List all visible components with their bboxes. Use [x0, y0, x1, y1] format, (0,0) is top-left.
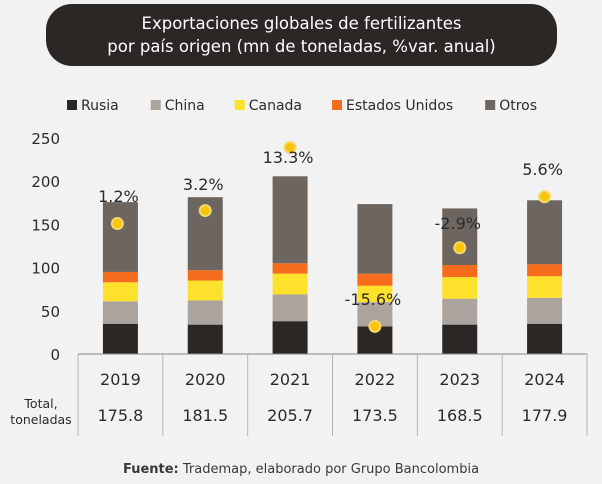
table-grid [77, 353, 588, 436]
bar-2023-seg-1 [442, 324, 478, 354]
x-tick-label-2020: 2020 [185, 370, 226, 389]
bar-2019-seg-2 [102, 301, 138, 324]
change-marker-2022 [368, 319, 382, 333]
y-tick-label-5: 200 [31, 173, 60, 191]
bar-2020-seg-2 [187, 300, 223, 325]
bars: 1.2% 3.2% 13.3% -15.6% -2.9% 5.6% [98, 141, 563, 354]
total-value-2024: 177.9 [522, 406, 568, 425]
change-label-2024: 5.6% [522, 160, 563, 179]
total-value-2022: 173.5 [352, 406, 398, 425]
bar-2023-seg-3 [442, 277, 478, 299]
y-tick-label-4: 150 [31, 216, 60, 234]
x-tick-label-2019: 2019 [100, 370, 141, 389]
bar-2024-seg-1 [527, 323, 563, 354]
change-label-2021: 13.3% [263, 148, 314, 167]
bar-2024-seg-2 [527, 297, 563, 324]
legend-swatch-2 [150, 100, 161, 110]
bar-2020-seg-3 [187, 280, 223, 301]
bar-2024-seg-5 [527, 200, 563, 265]
change-marker-2023 [453, 241, 467, 255]
bar-2024-seg-3 [527, 276, 563, 298]
x-tick-label-2022: 2022 [355, 370, 396, 389]
totals-label-line1: Total, [23, 396, 57, 411]
change-marker-2024 [538, 190, 552, 204]
change-label-2020: 3.2% [183, 175, 224, 194]
legend-swatch-1 [67, 100, 77, 110]
change-label-2023: -2.9% [435, 214, 481, 233]
bar-2021-seg-1 [272, 321, 308, 354]
legend-label-4: Estados Unidos [346, 98, 453, 114]
chart-title: Exportaciones globales de fertilizantes … [46, 4, 557, 66]
bar-2019-seg-4 [102, 271, 138, 283]
legend-label-1: Rusia [81, 98, 119, 114]
bar-2021-seg-2 [272, 294, 308, 322]
change-marker-2021 [283, 141, 297, 155]
bar-2023-seg-5 [442, 208, 478, 266]
change-label-2022: -15.6% [345, 290, 402, 309]
y-axis: 0 50 100 150 200 250 [31, 130, 60, 364]
total-value-2020: 181.5 [182, 406, 228, 425]
totals-row: Total,toneladas 175.8 181.5 205.7 173.5 168.5… [10, 396, 567, 427]
chart-title-line1: Exportaciones globales de fertilizantes [141, 14, 462, 33]
bar-2023-seg-2 [442, 298, 478, 325]
y-tick-label-3: 100 [31, 260, 60, 278]
bar-2021-seg-3 [272, 273, 308, 295]
bar-2024-seg-4 [527, 264, 563, 277]
legend-swatch-4 [332, 100, 343, 110]
bar-2019-seg-5 [102, 202, 138, 272]
legend-label-2: China [165, 98, 205, 114]
legend-swatch-5 [485, 100, 496, 110]
bar-2021-seg-5 [272, 176, 308, 264]
legend: Rusia China Canada Estados Unidos Otros [67, 98, 537, 114]
y-tick-label-2: 50 [41, 303, 60, 321]
x-tick-label-2024: 2024 [524, 370, 565, 389]
legend-label-3: Canada [249, 98, 302, 114]
y-tick-label-1: 0 [50, 346, 60, 364]
totals-label-line2: toneladas [10, 412, 71, 427]
bar-2022-seg-4 [357, 273, 393, 286]
bar-2020-seg-1 [187, 324, 223, 354]
x-tick-label-2021: 2021 [270, 370, 311, 389]
legend-label-5: Otros [499, 98, 537, 114]
bar-2023-seg-4 [442, 265, 478, 278]
change-label-2019: 1.2% [98, 187, 139, 206]
bar-2020-seg-4 [187, 270, 223, 281]
total-value-2021: 205.7 [267, 406, 313, 425]
source-note: Fuente: Trademap, elaborado por Grupo Ba… [0, 462, 602, 477]
total-value-2023: 168.5 [437, 406, 483, 425]
source-text: Trademap, elaborado por Grupo Bancolombi… [178, 462, 480, 477]
bar-2021-seg-4 [272, 263, 308, 274]
bar-2019-seg-3 [102, 282, 138, 302]
change-marker-2019 [110, 217, 124, 231]
bar-2019-seg-1 [102, 323, 138, 354]
x-tick-label-2023: 2023 [439, 370, 480, 389]
y-tick-label-6: 250 [31, 130, 60, 148]
x-axis: 2019 2020 2021 2022 2023 2024 [100, 370, 565, 389]
source-label: Fuente: [122, 462, 179, 477]
legend-swatch-3 [234, 100, 245, 110]
bar-2022-seg-5 [357, 204, 393, 274]
total-value-2019: 175.8 [98, 406, 144, 425]
bar-2022-seg-3 [357, 285, 393, 303]
change-marker-2020 [198, 204, 212, 218]
chart-title-line2: por país origen (mn de toneladas, %var. … [107, 37, 496, 56]
